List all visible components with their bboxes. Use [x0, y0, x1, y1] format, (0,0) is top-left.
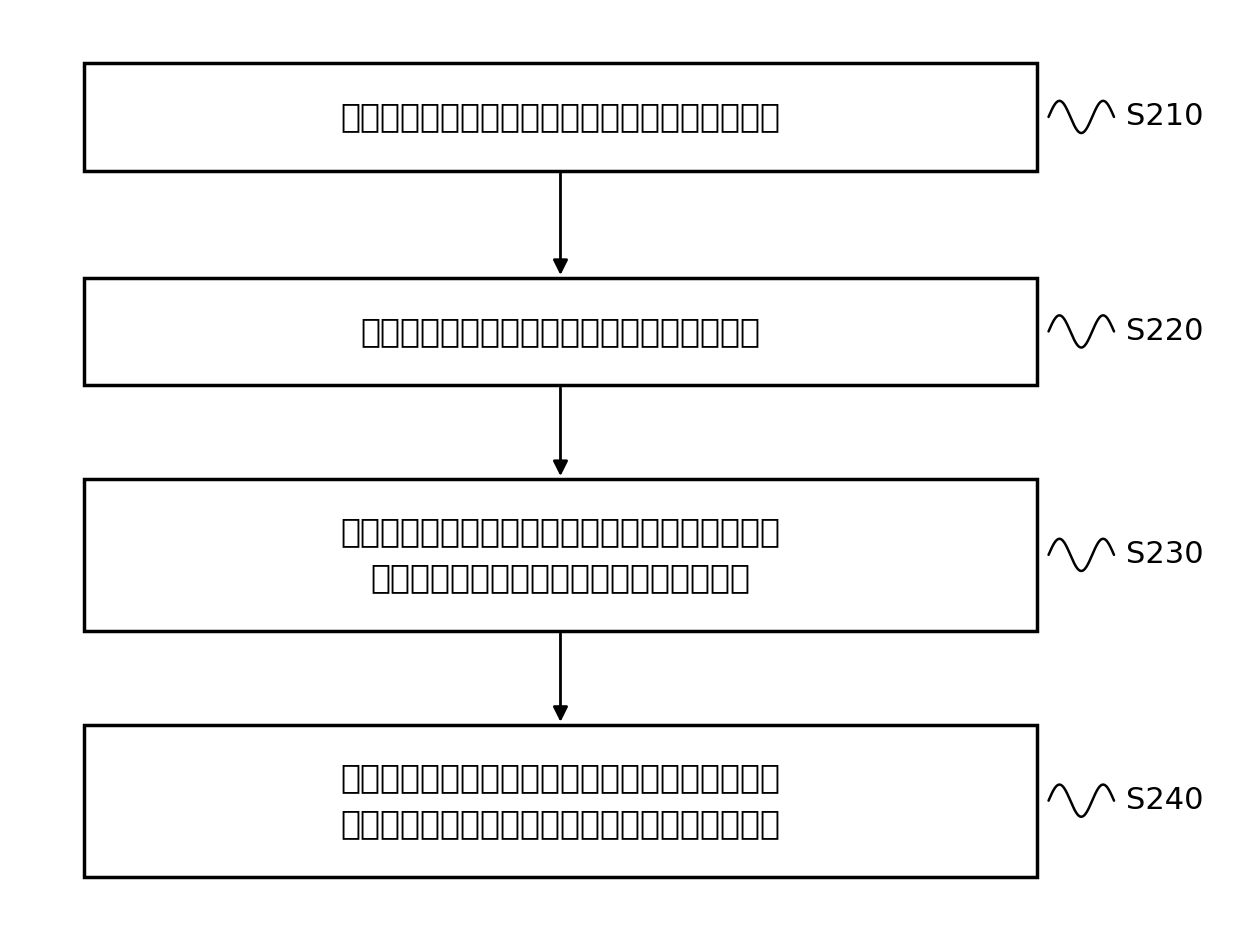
Text: S210: S210	[1126, 102, 1203, 131]
Text: 周期性地获取订阅的各个光伏电站设备的日志信息: 周期性地获取订阅的各个光伏电站设备的日志信息	[341, 101, 780, 133]
FancyBboxPatch shape	[84, 479, 1037, 631]
Text: S240: S240	[1126, 786, 1203, 816]
Text: 将至少一个关键词与对应的日志编号关联，并生成
按照日志编号从大到小的顺序排列的倒排表: 将至少一个关键词与对应的日志编号关联，并生成 按照日志编号从大到小的顺序排列的倒…	[341, 516, 780, 594]
FancyBboxPatch shape	[84, 277, 1037, 385]
Text: S230: S230	[1126, 540, 1204, 570]
Text: 从日志信息的日志报文中提取至少一个关键词: 从日志信息的日志报文中提取至少一个关键词	[361, 315, 760, 348]
Text: S220: S220	[1126, 317, 1203, 346]
Text: 提取用户输入的查询语句的语素，并根据查询语句
的语素与日志信息的关键词的相关度确定检索结果: 提取用户输入的查询语句的语素，并根据查询语句 的语素与日志信息的关键词的相关度确…	[341, 762, 780, 840]
FancyBboxPatch shape	[84, 724, 1037, 877]
FancyBboxPatch shape	[84, 63, 1037, 170]
